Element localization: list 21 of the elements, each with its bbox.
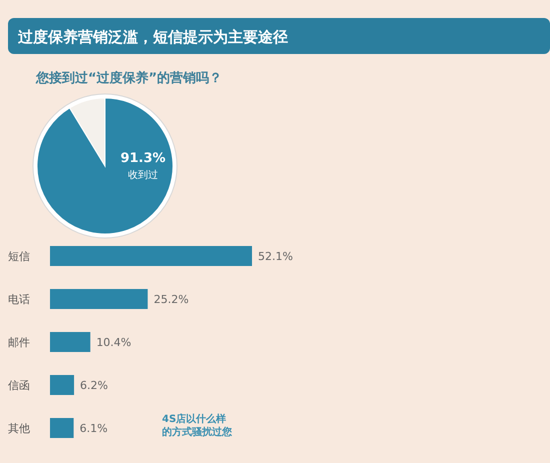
data-label: 52.1% [258, 250, 293, 263]
y-tick-label: 其他 [8, 422, 30, 435]
bar [50, 418, 74, 438]
bar [50, 246, 252, 266]
data-label: 10.4% [96, 336, 132, 349]
chart-subtitle: 您接到过“过度保养”的营销吗？ [35, 70, 222, 86]
slice-label: 收到过 [128, 169, 158, 181]
y-tick-label: 电话 [8, 293, 30, 306]
y-tick-label: 短信 [8, 250, 30, 263]
data-label: 6.2% [80, 379, 108, 392]
y-tick-label: 邮件 [8, 336, 30, 349]
data-label: 91.3% [120, 151, 166, 166]
data-label: 6.1% [80, 422, 108, 435]
y-tick-label: 信函 [8, 379, 30, 392]
bar [50, 375, 74, 395]
bar [50, 332, 90, 352]
annotation: 4S店以什么样的方式骚扰过您 [162, 413, 233, 438]
pie-slice [36, 98, 174, 234]
data-label: 25.2% [154, 293, 189, 306]
chart-title: 过度保养营销泛滥，短信提示为主要途径 [17, 28, 288, 46]
bar [50, 289, 148, 309]
